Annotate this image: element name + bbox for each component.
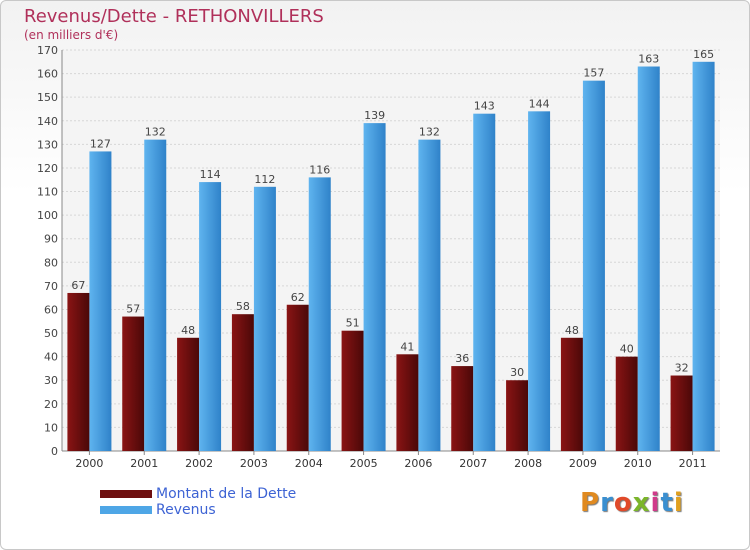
y-tick-label: 150 xyxy=(37,91,58,104)
bar-revenus xyxy=(89,151,112,451)
x-tick-label: 2009 xyxy=(569,457,597,470)
y-tick-label: 140 xyxy=(37,115,58,128)
data-label: 36 xyxy=(455,352,469,365)
data-label: 114 xyxy=(200,168,221,181)
bar-debt xyxy=(451,366,474,451)
x-tick-label: 2002 xyxy=(185,457,213,470)
plot-area xyxy=(62,50,720,451)
x-tick-label: 2007 xyxy=(459,457,487,470)
y-tick-label: 80 xyxy=(44,256,58,269)
legend: Montant de la Dette Revenus xyxy=(100,486,296,518)
bar-revenus xyxy=(253,186,276,451)
data-label: 132 xyxy=(145,126,166,139)
bar-revenus xyxy=(308,177,331,451)
bar-revenus xyxy=(473,113,496,451)
bar-debt xyxy=(286,304,309,451)
y-tick-label: 130 xyxy=(37,138,58,151)
y-tick-label: 40 xyxy=(44,351,58,364)
y-tick-label: 50 xyxy=(44,327,58,340)
data-label: 127 xyxy=(90,137,111,150)
bar-debt xyxy=(560,337,583,451)
x-tick-label: 2006 xyxy=(404,457,432,470)
x-tick-label: 2011 xyxy=(679,457,707,470)
y-tick-label: 160 xyxy=(37,68,58,81)
bar-revenus xyxy=(199,182,222,451)
data-label: 58 xyxy=(236,300,250,313)
bar-revenus xyxy=(363,123,386,451)
y-tick-label: 90 xyxy=(44,233,58,246)
y-tick-label: 110 xyxy=(37,186,58,199)
y-tick-label: 120 xyxy=(37,162,58,175)
data-label: 41 xyxy=(400,340,414,353)
x-tick-label: 2001 xyxy=(130,457,158,470)
y-tick-label: 170 xyxy=(37,44,58,57)
data-label: 67 xyxy=(71,279,85,292)
data-label: 157 xyxy=(583,67,604,80)
data-label: 112 xyxy=(254,173,275,186)
legend-label-revenus: Revenus xyxy=(156,502,216,518)
data-label: 32 xyxy=(675,362,689,375)
y-tick-label: 60 xyxy=(44,303,58,316)
data-label: 139 xyxy=(364,109,385,122)
logo-letter: x xyxy=(632,488,651,518)
y-tick-label: 20 xyxy=(44,398,58,411)
legend-item-debt: Montant de la Dette xyxy=(100,486,296,502)
data-label: 62 xyxy=(291,291,305,304)
y-tick-label: 70 xyxy=(44,280,58,293)
x-tick-label: 2000 xyxy=(75,457,103,470)
legend-swatch-debt xyxy=(100,490,152,498)
data-label: 30 xyxy=(510,366,524,379)
bar-debt xyxy=(615,356,638,451)
legend-label-debt: Montant de la Dette xyxy=(156,486,297,502)
logo-letter: P xyxy=(580,488,601,518)
bar-debt xyxy=(396,354,419,451)
bar-debt xyxy=(67,292,90,451)
data-label: 48 xyxy=(181,324,195,337)
logo-letter: i xyxy=(673,488,684,518)
x-tick-label: 2003 xyxy=(240,457,268,470)
legend-item-revenus: Revenus xyxy=(100,502,296,518)
y-tick-label: 30 xyxy=(44,374,58,387)
bar-revenus xyxy=(418,139,441,451)
data-label: 165 xyxy=(693,48,714,61)
legend-swatch-revenus xyxy=(100,506,152,514)
proxiti-logo: Proxiti xyxy=(580,488,684,518)
data-label: 51 xyxy=(346,317,360,330)
bar-debt xyxy=(670,375,693,451)
data-label: 163 xyxy=(638,53,659,66)
x-tick-label: 2004 xyxy=(295,457,323,470)
x-tick-label: 2010 xyxy=(624,457,652,470)
bar-debt xyxy=(231,314,254,451)
data-label: 40 xyxy=(620,343,634,356)
logo-letter: i xyxy=(650,488,661,518)
data-label: 144 xyxy=(529,97,550,110)
bar-revenus xyxy=(528,111,551,452)
x-tick-label: 2008 xyxy=(514,457,542,470)
y-tick-label: 100 xyxy=(37,209,58,222)
logo-letter: t xyxy=(660,488,674,518)
chart-subtitle: (en milliers d'€) xyxy=(24,28,119,42)
data-label: 132 xyxy=(419,126,440,139)
bar-debt xyxy=(122,316,145,451)
data-label: 116 xyxy=(309,163,330,176)
bar-debt xyxy=(506,380,529,451)
y-tick-label: 0 xyxy=(51,445,58,458)
x-tick-label: 2005 xyxy=(350,457,378,470)
bar-revenus xyxy=(692,61,715,451)
bar-revenus xyxy=(144,139,167,451)
bar-debt xyxy=(341,330,364,451)
logo-letter: o xyxy=(613,488,633,518)
data-label: 48 xyxy=(565,324,579,337)
bar-revenus xyxy=(637,66,660,451)
logo-letter: r xyxy=(600,488,614,518)
chart-title: Revenus/Dette - RETHONVILLERS xyxy=(24,6,324,27)
data-label: 143 xyxy=(474,100,495,113)
y-tick-label: 10 xyxy=(44,421,58,434)
data-label: 57 xyxy=(126,303,140,316)
bar-revenus xyxy=(582,80,605,451)
bar-debt xyxy=(177,337,200,451)
